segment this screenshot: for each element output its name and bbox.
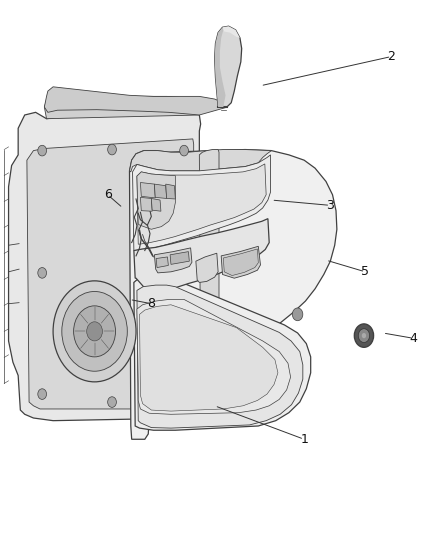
Polygon shape [223,249,258,276]
Polygon shape [151,198,161,211]
Polygon shape [27,139,194,409]
Circle shape [38,268,46,278]
Text: 1: 1 [300,433,308,446]
Polygon shape [133,155,271,251]
Polygon shape [166,184,175,199]
Circle shape [38,389,46,399]
Polygon shape [154,248,192,273]
Circle shape [62,292,127,371]
Circle shape [38,146,46,156]
Text: 3: 3 [326,199,334,212]
Polygon shape [170,252,189,264]
Polygon shape [137,300,290,414]
Circle shape [292,308,303,321]
Polygon shape [140,305,278,411]
Circle shape [180,389,188,399]
Circle shape [354,324,374,348]
Polygon shape [134,277,311,430]
Polygon shape [156,257,168,268]
Polygon shape [137,285,303,428]
Text: 8: 8 [147,297,155,310]
Circle shape [358,329,370,343]
Polygon shape [44,87,228,115]
Polygon shape [130,150,272,172]
Polygon shape [44,96,199,119]
Text: 2: 2 [388,50,396,63]
Polygon shape [134,219,269,293]
Circle shape [74,306,116,357]
Text: 4: 4 [410,332,417,345]
Circle shape [87,322,102,341]
Polygon shape [199,160,202,405]
Polygon shape [137,172,175,229]
Circle shape [108,397,117,407]
Polygon shape [141,182,155,198]
Text: 6: 6 [104,188,112,201]
Polygon shape [215,27,226,107]
Polygon shape [141,197,152,211]
Polygon shape [137,164,266,244]
Polygon shape [199,150,219,406]
Circle shape [108,144,117,155]
Circle shape [180,146,188,156]
Text: 5: 5 [361,265,369,278]
Polygon shape [223,26,240,38]
Polygon shape [9,107,202,421]
Circle shape [362,333,366,338]
Polygon shape [154,184,166,198]
Polygon shape [196,253,218,282]
Polygon shape [221,246,261,278]
Polygon shape [130,150,337,439]
Circle shape [53,281,136,382]
Polygon shape [215,26,242,107]
